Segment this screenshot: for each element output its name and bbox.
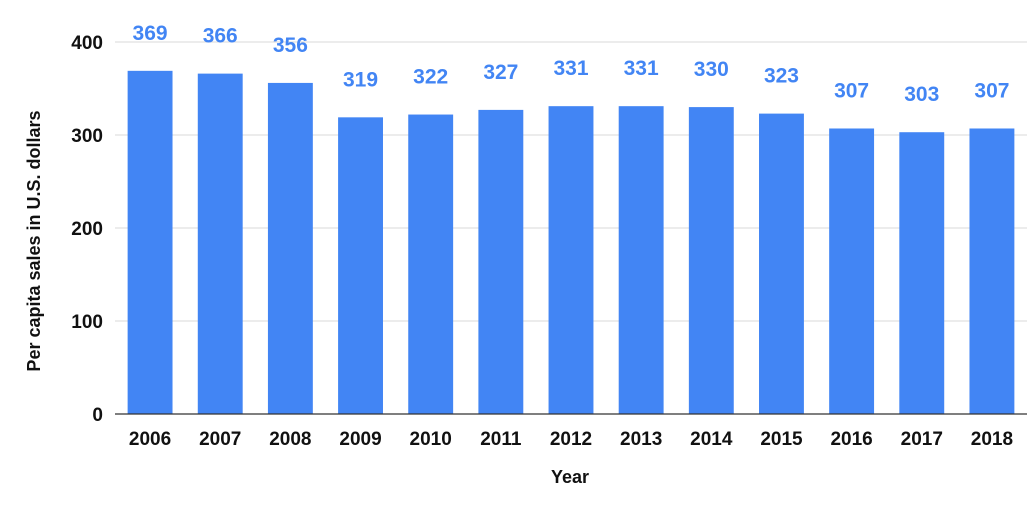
x-axis-title: Year xyxy=(551,467,589,487)
x-tick-label: 2016 xyxy=(830,429,872,450)
bar xyxy=(408,114,454,414)
y-tick-label: 300 xyxy=(71,126,103,147)
y-tick-label: 400 xyxy=(71,33,103,54)
data-label: 307 xyxy=(834,79,869,102)
data-label: 366 xyxy=(203,25,238,48)
bar xyxy=(197,73,243,415)
bars xyxy=(127,70,1015,415)
y-tick-label: 100 xyxy=(71,312,103,333)
bar xyxy=(127,70,173,414)
bar xyxy=(338,117,383,414)
data-label: 319 xyxy=(343,68,378,91)
x-tick-label: 2010 xyxy=(410,429,452,450)
x-tick-label: 2006 xyxy=(129,429,171,450)
x-tick-label: 2017 xyxy=(901,429,943,450)
data-labels: 369 366 356 319 322 327 331 331 330 323 307 303 307 xyxy=(133,22,1010,106)
data-label: 323 xyxy=(764,65,799,88)
bar xyxy=(478,109,524,414)
x-axis-ticks: 2006 2007 2008 2009 2010 2011 2012 2013 2014 2015… xyxy=(129,429,1013,450)
x-tick-label: 2008 xyxy=(269,429,311,450)
bar xyxy=(969,128,1015,415)
x-tick-label: 2009 xyxy=(339,429,381,450)
data-label: 322 xyxy=(413,66,448,89)
y-tick-label: 0 xyxy=(92,405,103,426)
x-tick-label: 2014 xyxy=(690,429,733,450)
bar xyxy=(618,106,664,415)
data-label: 369 xyxy=(133,22,168,45)
x-tick-label: 2007 xyxy=(199,429,241,450)
x-tick-label: 2012 xyxy=(550,429,592,450)
x-tick-label: 2011 xyxy=(480,429,522,450)
data-label: 327 xyxy=(483,61,518,84)
bar xyxy=(759,113,804,415)
bar xyxy=(688,107,734,414)
y-axis-title: Per capita sales in U.S. dollars xyxy=(24,110,44,371)
data-label: 331 xyxy=(553,57,588,80)
bar xyxy=(829,128,875,415)
bar xyxy=(899,132,945,414)
data-label: 331 xyxy=(624,57,659,80)
y-tick-label: 200 xyxy=(71,219,103,240)
x-tick-label: 2015 xyxy=(760,429,803,450)
data-label: 356 xyxy=(273,34,308,57)
bar xyxy=(548,106,594,415)
x-tick-label: 2013 xyxy=(620,429,662,450)
bar xyxy=(267,82,313,415)
data-label: 330 xyxy=(694,58,729,81)
data-label: 303 xyxy=(904,83,939,106)
x-tick-label: 2018 xyxy=(971,429,1013,450)
data-label: 307 xyxy=(974,79,1009,102)
y-axis-ticks: 0 100 200 300 400 xyxy=(71,33,103,426)
